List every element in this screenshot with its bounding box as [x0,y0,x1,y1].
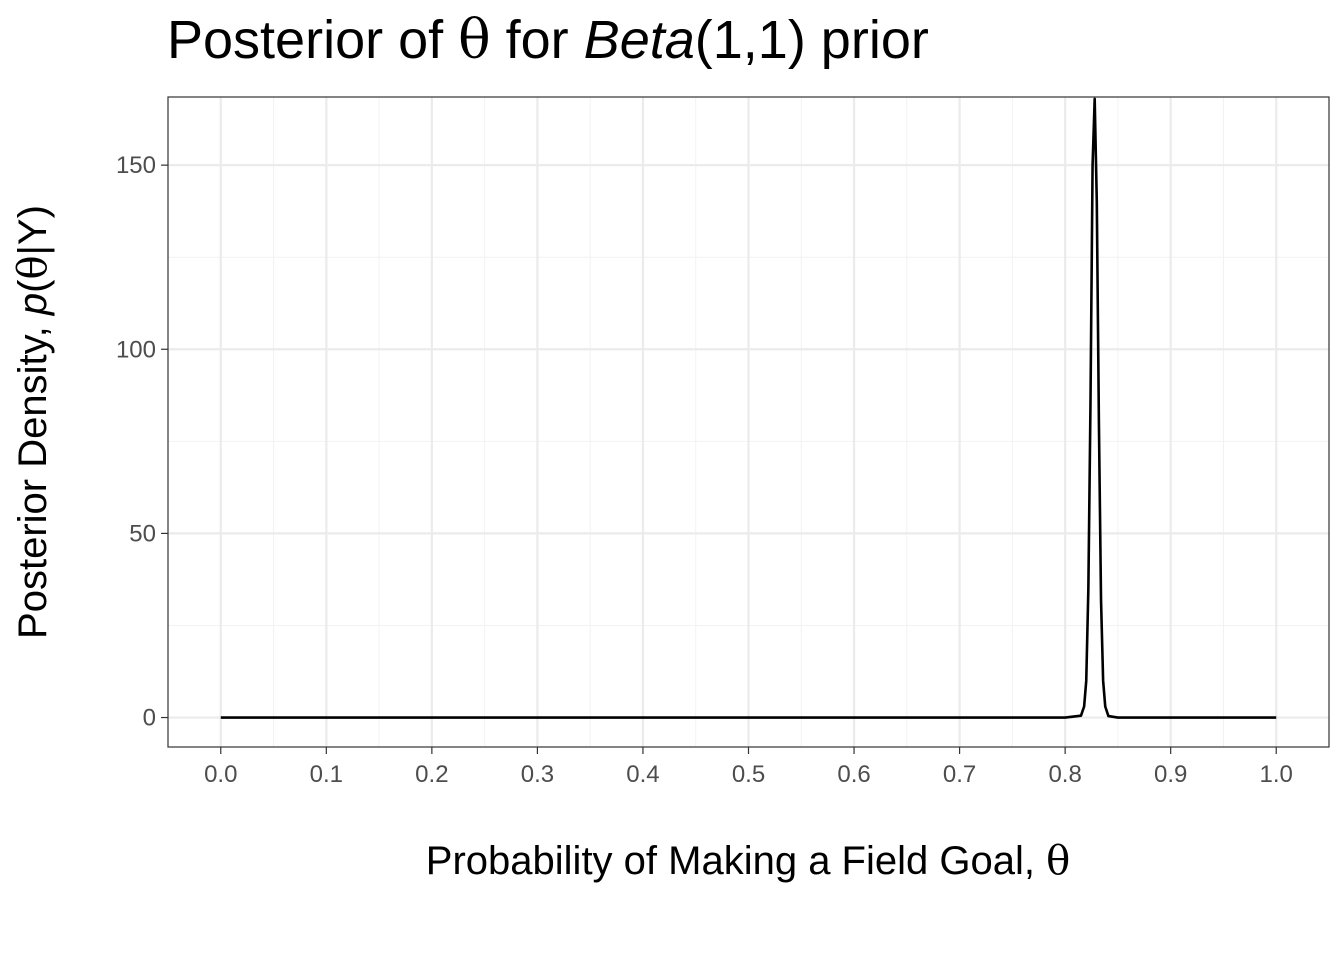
x-tick-label: 0.2 [415,761,448,788]
y-axis: 0 50 100 150 [116,152,168,732]
x-tick-label: 0.6 [837,761,870,788]
y-tick-label: 150 [116,152,156,179]
x-tick-label: 0.0 [204,761,237,788]
x-tick-label: 0.9 [1154,761,1187,788]
x-tick-label: 0.8 [1048,761,1081,788]
x-tick-label: 1.0 [1260,761,1293,788]
x-tick-label: 0.5 [732,761,765,788]
grid [168,97,1329,747]
x-tick-label: 0.3 [521,761,554,788]
x-tick-label: 0.4 [626,761,659,788]
y-axis-title: Posterior Density, p(θ|Y) [10,205,56,639]
x-tick-label: 0.1 [310,761,343,788]
chart-title: Posterior of θ for Beta(1,1) prior [167,8,929,71]
x-tick-label: 0.7 [943,761,976,788]
posterior-density-line [220,97,1277,719]
y-tick-label: 0 [143,705,156,732]
series-layer [220,97,1277,719]
y-tick-label: 50 [129,520,156,547]
x-axis-title: Probability of Making a Field Goal, θ [426,838,1070,884]
x-axis: 0.0 0.1 0.2 0.3 0.4 0.5 0.6 0.7 0.8 0.9 1.0 [204,747,1293,788]
y-tick-label: 100 [116,336,156,363]
